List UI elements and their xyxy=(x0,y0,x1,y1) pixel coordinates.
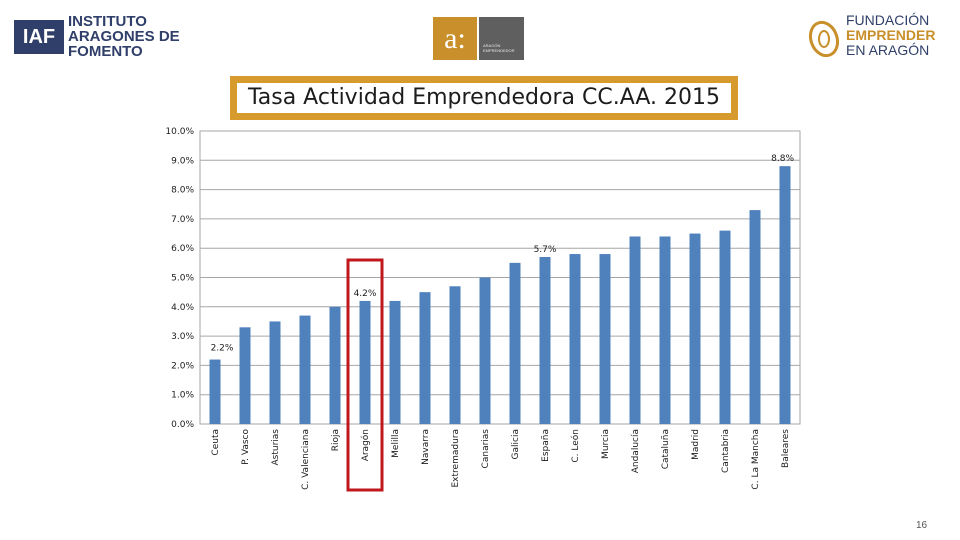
bar xyxy=(779,166,791,424)
y-tick-label: 4.0% xyxy=(171,303,194,313)
x-tick-label: Cantabria xyxy=(721,429,731,473)
x-tick-label: Cataluña xyxy=(661,429,671,469)
fundacion-emblem-icon xyxy=(808,20,840,58)
iaf-logo-line: INSTITUTO xyxy=(68,13,147,30)
iaf-logo-line: FOMENTO xyxy=(68,43,143,60)
iaf-logo-line: ARAGONES DE xyxy=(68,28,180,45)
x-tick-label: C. Valenciana xyxy=(301,429,311,490)
aragon-logo-caption: ARAGÓN EMPRENDEDOR xyxy=(479,17,524,60)
x-tick-label: Navarra xyxy=(421,429,431,465)
bar xyxy=(569,254,581,424)
x-tick-label: Melilla xyxy=(391,429,401,458)
iaf-logo-mark: IAF xyxy=(14,20,64,54)
x-tick-label: España xyxy=(541,429,551,462)
bar xyxy=(389,300,401,424)
bar xyxy=(359,300,371,424)
aragon-logo-mark: a: xyxy=(433,17,477,60)
y-tick-label: 10.0% xyxy=(165,127,194,137)
y-tick-label: 1.0% xyxy=(171,391,194,401)
y-tick-label: 7.0% xyxy=(171,215,194,225)
y-tick-label: 8.0% xyxy=(171,186,194,196)
chart-title: Tasa Actividad Emprendedora CC.AA. 2015 xyxy=(237,83,731,113)
x-tick-label: Aragón xyxy=(360,429,371,461)
page-number: 16 xyxy=(916,520,928,531)
bar xyxy=(419,292,431,424)
x-tick-label: Rioja xyxy=(331,429,341,451)
bar xyxy=(689,233,701,424)
fundacion-logo-text: FUNDACIÓN EMPRENDER EN ARAGÓN xyxy=(846,13,935,58)
highlight-box xyxy=(346,258,384,492)
y-tick-label: 3.0% xyxy=(171,332,194,342)
fundacion-logo-line: FUNDACIÓN xyxy=(846,12,930,28)
data-label: 4.2% xyxy=(354,289,377,299)
iaf-logo: IAF INSTITUTO ARAGONES DE FOMENTO xyxy=(14,14,180,60)
x-tick-label: Madrid xyxy=(691,429,701,460)
fundacion-emprender-logo: FUNDACIÓN EMPRENDER EN ARAGÓN xyxy=(806,13,946,61)
bar xyxy=(539,256,551,424)
bar xyxy=(659,236,671,424)
bar xyxy=(269,321,281,424)
plot-border xyxy=(199,130,801,425)
bar xyxy=(449,286,461,424)
bar xyxy=(239,327,251,424)
x-tick-label: Extremadura xyxy=(451,429,461,488)
x-tick-label: Andalucía xyxy=(631,429,641,473)
x-tick-label: C. La Mancha xyxy=(751,429,761,490)
chart-title-frame: Tasa Actividad Emprendedora CC.AA. 2015 xyxy=(230,76,738,120)
x-tick-label: Murcia xyxy=(601,429,611,459)
bar xyxy=(479,277,491,424)
x-tick-label: Baleares xyxy=(781,429,791,468)
bar xyxy=(509,262,521,424)
fundacion-logo-line: EN ARAGÓN xyxy=(846,42,930,58)
x-tick-label: P. Vasco xyxy=(241,429,251,465)
x-tick-label: Asturias xyxy=(271,429,281,466)
data-label: 2.2% xyxy=(211,344,234,354)
aragon-emprendedor-logo: a: ARAGÓN EMPRENDEDOR xyxy=(433,17,524,60)
bar xyxy=(329,306,341,424)
x-tick-label: Galicia xyxy=(511,429,521,459)
bar xyxy=(749,210,761,424)
bar xyxy=(629,236,641,424)
bar xyxy=(599,254,611,424)
y-tick-label: 9.0% xyxy=(171,156,194,166)
x-tick-label: Canarias xyxy=(481,429,491,469)
data-label: 5.7% xyxy=(534,245,557,255)
data-label: 8.8% xyxy=(771,154,794,164)
bar xyxy=(719,230,731,424)
y-tick-label: 2.0% xyxy=(171,361,194,371)
y-tick-label: 5.0% xyxy=(171,274,194,284)
fundacion-logo-line: EMPRENDER xyxy=(846,27,936,43)
y-tick-label: 0.0% xyxy=(171,420,194,430)
bar xyxy=(209,359,221,424)
y-tick-label: 6.0% xyxy=(171,244,194,254)
iaf-logo-text: INSTITUTO ARAGONES DE FOMENTO xyxy=(68,14,183,59)
x-tick-label: C. León xyxy=(570,429,581,463)
bar xyxy=(299,315,311,424)
x-tick-label: Ceuta xyxy=(211,429,221,456)
